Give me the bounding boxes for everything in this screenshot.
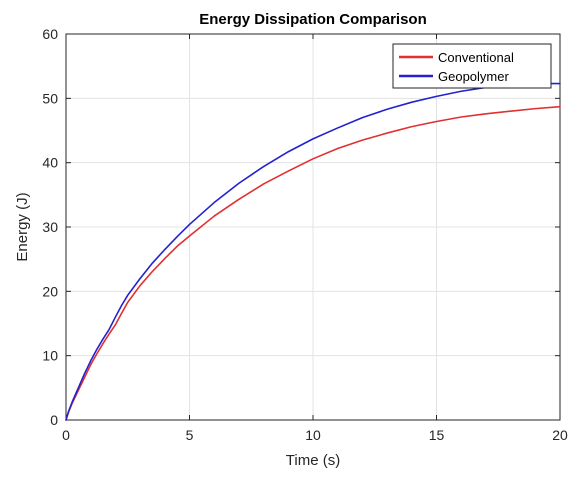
series-lines	[65, 82, 561, 421]
y-tick-label: 50	[42, 90, 58, 106]
y-tick-label: 30	[42, 219, 58, 235]
series-line-geopolymer	[65, 82, 561, 421]
y-tick-label: 40	[42, 155, 58, 171]
chart-title: Energy Dissipation Comparison	[199, 11, 427, 28]
y-tick-label: 20	[42, 283, 58, 299]
legend-entry-geopolymer: Geopolymer	[438, 69, 509, 84]
series-line-conventional	[65, 105, 561, 421]
legend-box	[392, 43, 552, 89]
x-tick-label: 0	[62, 427, 70, 443]
x-tick-label: 15	[429, 427, 445, 443]
x-tick-label: 5	[186, 427, 194, 443]
y-tick-label: 10	[42, 348, 58, 364]
legend-entry-conventional: Conventional	[438, 50, 514, 65]
y-axis-title: Energy (J)	[14, 192, 31, 261]
x-tick-label: 10	[305, 427, 321, 443]
legend: Conventional Geopolymer	[392, 43, 552, 89]
x-axis-title: Time (s)	[286, 452, 340, 469]
x-tick-label: 20	[552, 427, 568, 443]
y-tick-label: 60	[42, 26, 58, 42]
y-tick-label: 0	[50, 412, 58, 428]
axis-ticks: 0 5 10 15 20 0 10 20 30 40 50 60	[42, 26, 568, 443]
grid-lines	[65, 33, 561, 421]
